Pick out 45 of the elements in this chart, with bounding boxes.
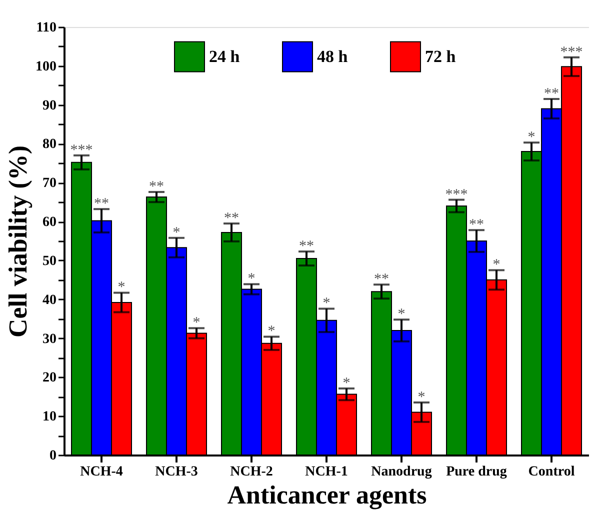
data-label: * xyxy=(418,389,426,406)
x-tick-label: NCH-1 xyxy=(305,464,348,480)
x-tick-label: NCH-3 xyxy=(155,464,198,480)
legend-label: 24 h xyxy=(209,46,240,66)
data-label: * xyxy=(248,271,256,288)
legend-label: 48 h xyxy=(317,46,348,66)
data-label: ** xyxy=(94,196,109,212)
data-label: *** xyxy=(70,142,93,158)
y-tick-label: 0 xyxy=(50,448,56,464)
data-label: ** xyxy=(299,238,314,255)
data-label: ** xyxy=(224,210,239,226)
x-tick-label: Control xyxy=(528,464,575,480)
data-label: * xyxy=(342,375,350,392)
x-tick-label: NCH-4 xyxy=(80,464,123,480)
data-label: ** xyxy=(149,178,164,195)
y-tick-label: 60 xyxy=(42,215,56,230)
data-label: * xyxy=(268,324,276,340)
data-label: ** xyxy=(544,86,559,102)
data-label: *** xyxy=(445,186,468,203)
data-label: * xyxy=(398,306,406,323)
y-tick-label: 20 xyxy=(42,370,56,386)
y-tick-label: 70 xyxy=(42,176,56,192)
data-label: ** xyxy=(469,217,484,234)
x-tick-label: NCH-2 xyxy=(230,464,273,480)
data-label: * xyxy=(322,296,330,312)
data-label: * xyxy=(192,315,200,332)
x-tick-label: Pure drug xyxy=(446,464,507,480)
y-tick-label: 10 xyxy=(42,410,56,425)
data-label: ** xyxy=(374,272,389,288)
y-tick-label: 50 xyxy=(42,254,56,269)
y-axis-title: Cell viability (%) xyxy=(4,145,32,338)
y-tick-label: 110 xyxy=(36,20,56,36)
y-tick-label: 40 xyxy=(42,292,56,308)
y-tick-label: 80 xyxy=(42,137,56,152)
data-label: * xyxy=(492,257,500,274)
legend-label: 72 h xyxy=(425,46,456,66)
x-axis-title: Anticancer agents xyxy=(227,480,427,510)
y-tick-label: 90 xyxy=(42,98,56,114)
x-tick-label: Nanodrug xyxy=(371,464,432,480)
y-tick-label: 100 xyxy=(36,59,56,74)
data-label: * xyxy=(118,280,126,296)
data-label: * xyxy=(528,130,536,146)
y-tick-label: 30 xyxy=(42,332,56,347)
data-label: * xyxy=(172,224,180,241)
data-label: *** xyxy=(560,44,583,60)
